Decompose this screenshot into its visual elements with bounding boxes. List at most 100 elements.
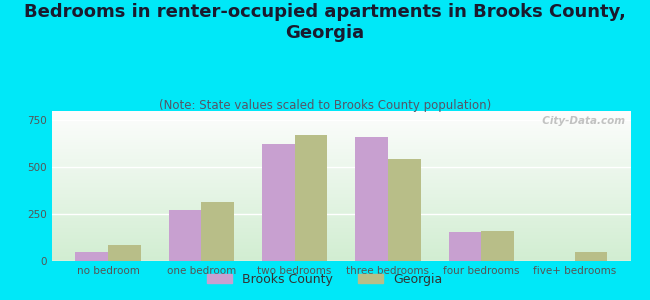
Bar bbox=[52, 188, 630, 189]
Bar bbox=[52, 122, 630, 123]
Bar bbox=[388, 159, 421, 261]
Bar bbox=[52, 118, 630, 119]
Bar bbox=[52, 176, 630, 177]
Bar bbox=[52, 238, 630, 239]
Bar bbox=[52, 126, 630, 127]
Bar bbox=[52, 172, 630, 173]
Bar bbox=[52, 183, 630, 184]
Bar bbox=[52, 169, 630, 170]
Bar bbox=[52, 192, 630, 193]
Bar bbox=[52, 222, 630, 223]
Bar bbox=[52, 190, 630, 191]
Bar bbox=[52, 220, 630, 221]
Bar bbox=[52, 171, 630, 172]
Bar bbox=[52, 197, 630, 198]
Bar bbox=[52, 218, 630, 219]
Bar bbox=[52, 191, 630, 192]
Bar bbox=[52, 137, 630, 138]
Bar bbox=[52, 117, 630, 118]
Bar bbox=[52, 153, 630, 154]
Bar bbox=[52, 147, 630, 148]
Bar bbox=[52, 248, 630, 249]
Bar bbox=[52, 227, 630, 228]
Bar bbox=[52, 226, 630, 227]
Bar bbox=[52, 175, 630, 176]
Bar bbox=[52, 224, 630, 225]
Bar bbox=[294, 135, 327, 261]
Bar bbox=[52, 228, 630, 229]
Bar bbox=[52, 168, 630, 169]
Bar bbox=[52, 246, 630, 247]
Bar bbox=[52, 249, 630, 250]
Bar bbox=[52, 255, 630, 256]
Bar bbox=[52, 146, 630, 147]
Bar bbox=[52, 247, 630, 248]
Bar bbox=[52, 114, 630, 115]
Bar bbox=[52, 170, 630, 171]
Bar bbox=[52, 186, 630, 187]
Bar bbox=[52, 125, 630, 126]
Bar bbox=[481, 231, 514, 261]
Bar bbox=[52, 234, 630, 235]
Bar bbox=[52, 209, 630, 210]
Bar bbox=[52, 251, 630, 252]
Bar bbox=[52, 212, 630, 213]
Bar bbox=[52, 245, 630, 246]
Bar bbox=[52, 189, 630, 190]
Bar bbox=[52, 204, 630, 205]
Bar bbox=[52, 173, 630, 174]
Bar bbox=[52, 163, 630, 164]
Bar bbox=[52, 223, 630, 224]
Bar bbox=[52, 256, 630, 257]
Bar bbox=[52, 166, 630, 167]
Bar bbox=[52, 155, 630, 156]
Bar bbox=[52, 160, 630, 161]
Bar bbox=[52, 242, 630, 243]
Bar bbox=[52, 152, 630, 153]
Bar bbox=[52, 144, 630, 145]
Bar bbox=[52, 214, 630, 215]
Bar bbox=[52, 240, 630, 241]
Bar bbox=[356, 137, 388, 261]
Bar bbox=[52, 238, 630, 239]
Bar bbox=[52, 131, 630, 132]
Bar bbox=[52, 158, 630, 159]
Bar bbox=[52, 243, 630, 244]
Bar bbox=[52, 116, 630, 117]
Text: (Note: State values scaled to Brooks County population): (Note: State values scaled to Brooks Cou… bbox=[159, 99, 491, 112]
Bar bbox=[52, 185, 630, 186]
Bar bbox=[52, 213, 630, 214]
Bar bbox=[52, 120, 630, 121]
Bar bbox=[52, 157, 630, 158]
Bar bbox=[52, 169, 630, 170]
Bar bbox=[52, 199, 630, 200]
Bar bbox=[52, 203, 630, 204]
Bar bbox=[52, 236, 630, 237]
Bar bbox=[52, 235, 630, 236]
Bar bbox=[52, 149, 630, 150]
Bar bbox=[52, 127, 630, 128]
Bar bbox=[52, 143, 630, 144]
Bar bbox=[52, 121, 630, 122]
Bar bbox=[52, 217, 630, 218]
Text: City-Data.com: City-Data.com bbox=[535, 116, 625, 125]
Bar bbox=[52, 128, 630, 129]
Bar bbox=[52, 201, 630, 202]
Bar bbox=[52, 200, 630, 201]
Bar bbox=[52, 135, 630, 136]
Bar bbox=[52, 156, 630, 157]
Bar bbox=[52, 134, 630, 135]
Bar bbox=[52, 229, 630, 230]
Bar bbox=[52, 161, 630, 162]
Bar bbox=[202, 202, 234, 261]
Bar bbox=[52, 211, 630, 212]
Bar bbox=[52, 208, 630, 209]
Bar bbox=[52, 231, 630, 232]
Bar bbox=[52, 165, 630, 166]
Bar bbox=[52, 244, 630, 245]
Bar bbox=[52, 250, 630, 251]
Bar bbox=[52, 254, 630, 255]
Bar bbox=[52, 230, 630, 231]
Bar bbox=[52, 258, 630, 259]
Bar bbox=[52, 252, 630, 253]
